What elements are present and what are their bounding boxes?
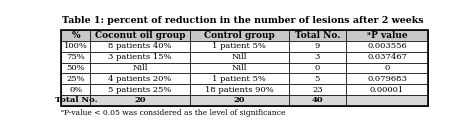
Bar	[289, 73, 346, 84]
Text: Nill: Nill	[231, 53, 247, 61]
Bar	[190, 52, 289, 63]
Text: Total No.: Total No.	[55, 96, 97, 104]
Text: 75%: 75%	[66, 53, 85, 61]
Bar	[289, 63, 346, 73]
Text: 18 patients 90%: 18 patients 90%	[205, 86, 273, 94]
Text: ᵃP value: ᵃP value	[367, 31, 408, 40]
Text: 3 patients 15%: 3 patients 15%	[109, 53, 172, 61]
Bar	[61, 84, 91, 95]
Text: 1 patient 5%: 1 patient 5%	[212, 42, 266, 50]
Bar	[190, 41, 289, 52]
Text: Coconut oil group: Coconut oil group	[95, 31, 185, 40]
Text: 0%: 0%	[69, 86, 82, 94]
Bar	[289, 84, 346, 95]
Bar	[61, 52, 91, 63]
Text: 25%: 25%	[66, 75, 85, 83]
Bar	[190, 30, 289, 41]
Bar	[91, 52, 190, 63]
Bar	[346, 73, 428, 84]
Bar	[190, 63, 289, 73]
Text: Nill: Nill	[231, 64, 247, 72]
Bar	[346, 52, 428, 63]
Text: 20: 20	[134, 96, 146, 104]
Text: ᵃP-value < 0.05 was considered as the level of significance: ᵃP-value < 0.05 was considered as the le…	[61, 109, 286, 117]
Text: Nill: Nill	[132, 64, 148, 72]
Bar	[91, 41, 190, 52]
Text: 3: 3	[315, 53, 320, 61]
Text: Control group: Control group	[204, 31, 274, 40]
Text: 9: 9	[315, 42, 320, 50]
Bar	[346, 95, 428, 106]
Bar	[190, 73, 289, 84]
Bar	[190, 95, 289, 106]
Text: 50%: 50%	[66, 64, 85, 72]
Bar	[346, 84, 428, 95]
Text: 8 patients 40%: 8 patients 40%	[109, 42, 172, 50]
Text: 100%: 100%	[64, 42, 88, 50]
Text: Table 1: percent of reduction in the number of lesions after 2 weeks: Table 1: percent of reduction in the num…	[62, 16, 424, 25]
Bar	[91, 84, 190, 95]
Bar	[91, 30, 190, 41]
Text: 0: 0	[384, 64, 390, 72]
Text: 5 patients 25%: 5 patients 25%	[109, 86, 172, 94]
Bar	[346, 30, 428, 41]
Bar	[289, 30, 346, 41]
Text: %: %	[72, 31, 80, 40]
Text: 4 patients 20%: 4 patients 20%	[109, 75, 172, 83]
Bar	[289, 41, 346, 52]
Text: 0.079683: 0.079683	[367, 75, 407, 83]
Bar	[61, 30, 428, 106]
Text: 0.00001: 0.00001	[370, 86, 404, 94]
Bar	[289, 95, 346, 106]
Bar	[91, 95, 190, 106]
Text: 0.003556: 0.003556	[367, 42, 407, 50]
Text: 20: 20	[234, 96, 245, 104]
Bar	[61, 73, 91, 84]
Text: 0.037467: 0.037467	[367, 53, 407, 61]
Bar	[61, 63, 91, 73]
Bar	[91, 63, 190, 73]
Text: 1 patient 5%: 1 patient 5%	[212, 75, 266, 83]
Bar	[61, 95, 91, 106]
Bar	[61, 41, 91, 52]
Text: 40: 40	[311, 96, 323, 104]
Bar	[190, 84, 289, 95]
Bar	[91, 73, 190, 84]
Text: 5: 5	[315, 75, 320, 83]
Bar	[346, 41, 428, 52]
Bar	[61, 30, 91, 41]
Text: 23: 23	[312, 86, 323, 94]
Text: 0: 0	[315, 64, 320, 72]
Text: Total No.: Total No.	[294, 31, 340, 40]
Bar	[289, 52, 346, 63]
Bar	[346, 63, 428, 73]
